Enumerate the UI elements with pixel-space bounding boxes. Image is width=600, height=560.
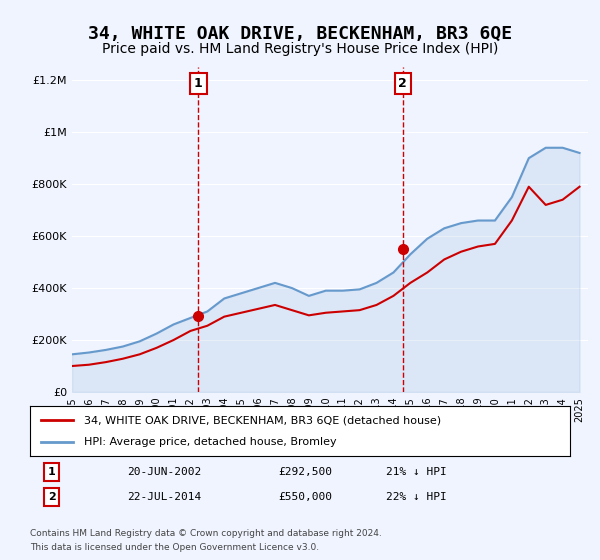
Text: £550,000: £550,000 [278, 492, 332, 502]
Text: 22-JUL-2014: 22-JUL-2014 [127, 492, 202, 502]
Text: 1: 1 [194, 77, 203, 90]
Text: 34, WHITE OAK DRIVE, BECKENHAM, BR3 6QE (detached house): 34, WHITE OAK DRIVE, BECKENHAM, BR3 6QE … [84, 415, 441, 425]
Text: 21% ↓ HPI: 21% ↓ HPI [386, 467, 447, 477]
Text: 22% ↓ HPI: 22% ↓ HPI [386, 492, 447, 502]
Text: Contains HM Land Registry data © Crown copyright and database right 2024.: Contains HM Land Registry data © Crown c… [30, 529, 382, 538]
Text: 34, WHITE OAK DRIVE, BECKENHAM, BR3 6QE: 34, WHITE OAK DRIVE, BECKENHAM, BR3 6QE [88, 25, 512, 43]
Text: £292,500: £292,500 [278, 467, 332, 477]
Text: 2: 2 [398, 77, 407, 90]
Text: 2: 2 [48, 492, 55, 502]
Text: This data is licensed under the Open Government Licence v3.0.: This data is licensed under the Open Gov… [30, 543, 319, 552]
Text: 20-JUN-2002: 20-JUN-2002 [127, 467, 202, 477]
Text: 1: 1 [48, 467, 55, 477]
Text: Price paid vs. HM Land Registry's House Price Index (HPI): Price paid vs. HM Land Registry's House … [102, 42, 498, 56]
Text: HPI: Average price, detached house, Bromley: HPI: Average price, detached house, Brom… [84, 437, 337, 447]
